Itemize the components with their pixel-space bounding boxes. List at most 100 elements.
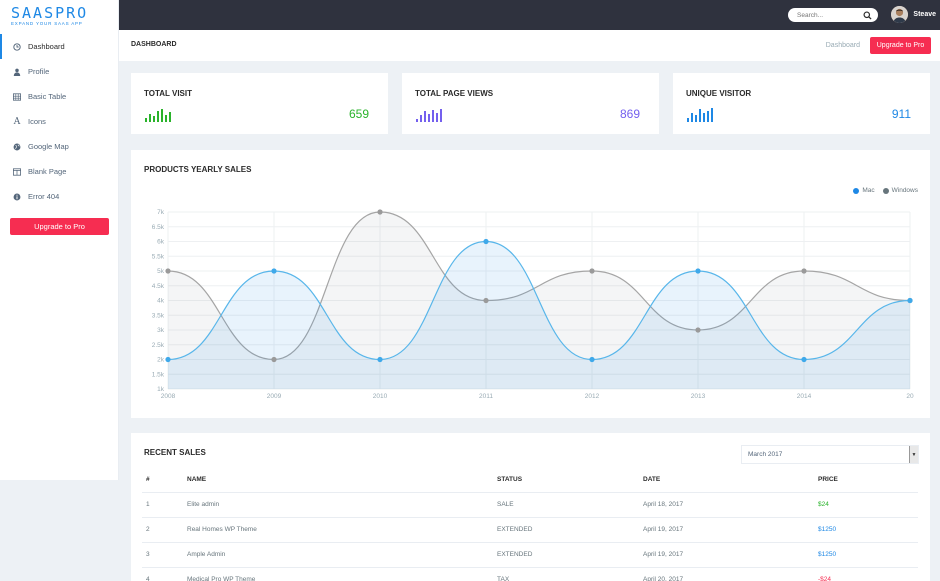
table-row[interactable]: 3 Ample Admin EXTENDED April 19, 2017 $1250 bbox=[142, 542, 918, 568]
y-tick-label: 4.5k bbox=[152, 283, 165, 290]
point-windows bbox=[165, 268, 171, 274]
column-header-price[interactable]: PRICE bbox=[818, 467, 918, 493]
y-tick-label: 4k bbox=[157, 298, 165, 305]
sidebar-item-icons[interactable]: A Icons bbox=[0, 109, 118, 134]
sparkline-bar bbox=[707, 111, 709, 122]
stat-title: TOTAL VISIT bbox=[144, 89, 193, 98]
avatar[interactable] bbox=[891, 6, 908, 23]
sparkline-bar bbox=[687, 118, 689, 122]
column-header-date[interactable]: DATE bbox=[643, 467, 818, 493]
x-tick-label: 2008 bbox=[161, 393, 176, 400]
header-upgrade-button[interactable]: Upgrade to Pro bbox=[870, 37, 931, 54]
table-row[interactable]: 1 Elite admin SALE April 18, 2017 $24 bbox=[142, 492, 918, 518]
search-box bbox=[788, 8, 878, 22]
stat-card-total-visit: TOTAL VISIT 659 bbox=[131, 73, 388, 134]
sparkline-bar bbox=[424, 111, 426, 122]
chevron-down-icon[interactable]: ▼ bbox=[909, 446, 918, 463]
cell-price: $1250 bbox=[818, 542, 918, 568]
sparkline-bar bbox=[432, 110, 434, 122]
sidebar-item-profile[interactable]: Profile bbox=[0, 59, 118, 84]
cell-price: $1250 bbox=[818, 517, 918, 543]
chart-title: PRODUCTS YEARLY SALES bbox=[144, 165, 252, 174]
legend-dot bbox=[853, 187, 860, 194]
legend-item-windows[interactable]: Windows bbox=[882, 187, 918, 194]
sidebar-item-label: Dashboard bbox=[28, 42, 65, 51]
table-row[interactable]: 2 Real Homes WP Theme EXTENDED April 19, 20… bbox=[142, 517, 918, 543]
page-title: DASHBOARD bbox=[131, 41, 177, 48]
sidebar-item-dashboard[interactable]: Dashboard bbox=[0, 34, 118, 59]
sidebar-item-google-map[interactable]: Google Map bbox=[0, 134, 118, 159]
breadcrumb[interactable]: Dashboard bbox=[825, 42, 860, 49]
sidebar-item-error-404[interactable]: Error 404 bbox=[0, 184, 118, 209]
cell-status: SALE bbox=[497, 492, 643, 518]
cell-status: TAX bbox=[497, 567, 643, 581]
sparkline-bar bbox=[161, 109, 163, 122]
point-windows bbox=[695, 327, 701, 333]
sidebar-item-blank-page[interactable]: Blank Page bbox=[0, 159, 118, 184]
sales-title: RECENT SALES bbox=[144, 448, 206, 457]
column-header-id[interactable]: # bbox=[142, 467, 187, 493]
sparkline bbox=[416, 107, 444, 122]
y-tick-label: 2.5k bbox=[152, 342, 165, 349]
cell-price: -$24 bbox=[818, 567, 918, 581]
search-input[interactable] bbox=[797, 11, 863, 19]
page-header: DASHBOARD Dashboard Upgrade to Pro bbox=[119, 30, 940, 61]
cell-price: $24 bbox=[818, 492, 918, 518]
column-header-status[interactable]: STATUS bbox=[497, 467, 643, 493]
y-tick-label: 1.5k bbox=[152, 371, 165, 378]
cell-date: April 19, 2017 bbox=[643, 517, 818, 543]
stat-value: 911 bbox=[891, 107, 911, 121]
point-windows bbox=[377, 209, 383, 215]
sparkline-bar bbox=[149, 114, 151, 122]
user-icon bbox=[12, 67, 22, 77]
sidebar-upgrade-button[interactable]: Upgrade to Pro bbox=[10, 218, 109, 235]
sidebar-item-basic-table[interactable]: Basic Table bbox=[0, 84, 118, 109]
point-windows bbox=[801, 268, 807, 274]
sparkline-bar bbox=[695, 115, 697, 122]
point-mac bbox=[695, 268, 701, 274]
sparkline-bar bbox=[165, 115, 167, 122]
point-mac bbox=[801, 356, 807, 363]
x-tick-label: 2012 bbox=[585, 393, 600, 400]
recent-sales-card: RECENT SALES March 2017 ▼ # NAME STATUS … bbox=[131, 433, 930, 581]
sidebar-item-label: Blank Page bbox=[28, 167, 67, 176]
y-tick-label: 2k bbox=[157, 357, 165, 364]
cell-name: Real Homes WP Theme bbox=[187, 517, 497, 543]
table-header-row: # NAME STATUS DATE PRICE bbox=[142, 467, 918, 493]
table-icon bbox=[12, 92, 22, 102]
cell-name: Ample Admin bbox=[187, 542, 497, 568]
sales-table: # NAME STATUS DATE PRICE 1 Elite admin SAL… bbox=[142, 467, 918, 581]
legend-item-mac[interactable]: Mac bbox=[853, 187, 875, 194]
sparkline-bar bbox=[440, 109, 442, 122]
columns-icon bbox=[12, 167, 22, 177]
month-select[interactable]: March 2017 ▼ bbox=[741, 445, 919, 464]
sidebar-item-label: Icons bbox=[28, 117, 46, 126]
cell-name: Elite admin bbox=[187, 492, 497, 518]
search-icon[interactable] bbox=[863, 10, 872, 20]
sparkline bbox=[687, 107, 715, 122]
column-header-name[interactable]: NAME bbox=[187, 467, 497, 493]
x-tick-label: 2013 bbox=[691, 393, 706, 400]
sparkline-bar bbox=[416, 119, 418, 122]
cell-date: April 18, 2017 bbox=[643, 492, 818, 518]
point-mac bbox=[589, 356, 595, 363]
y-tick-label: 6.5k bbox=[152, 224, 165, 231]
cell-id: 4 bbox=[142, 567, 187, 581]
point-windows bbox=[589, 268, 595, 274]
y-tick-label: 5k bbox=[157, 268, 165, 275]
user-name[interactable]: Steave bbox=[913, 11, 936, 18]
x-tick-label: 2009 bbox=[267, 393, 282, 400]
point-windows bbox=[483, 297, 489, 304]
sparkline-bar bbox=[169, 112, 171, 122]
table-row[interactable]: 4 Medical Pro WP Theme TAX April 20, 2017 -$… bbox=[142, 567, 918, 581]
globe-icon bbox=[12, 142, 22, 152]
cell-name: Medical Pro WP Theme bbox=[187, 567, 497, 581]
sidebar-item-label: Google Map bbox=[28, 142, 69, 151]
sparkline bbox=[145, 107, 173, 122]
line-windows bbox=[167, 211, 911, 361]
topbar: Steave bbox=[119, 0, 940, 30]
y-tick-label: 6k bbox=[157, 239, 165, 246]
sales-chart: 1k 1.5k 2k 2.5k 3k 3.5k 4k 4.5k 5k 5.5k 6k 6.5k 7k 20… bbox=[152, 209, 914, 400]
y-tick-label: 1k bbox=[157, 386, 165, 393]
logo[interactable]: SAASPRO EXPAND YOUR SAAS APP bbox=[0, 0, 118, 30]
